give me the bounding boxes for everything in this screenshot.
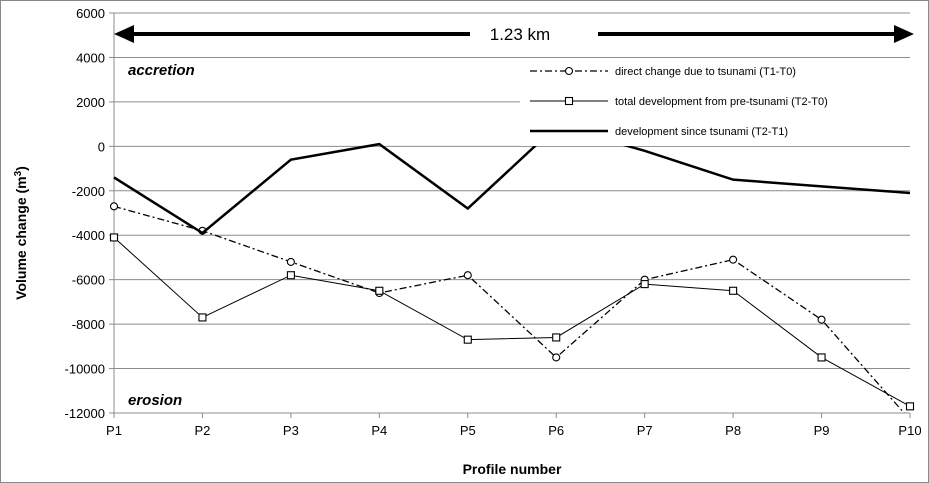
y-tick-label: 4000 <box>76 50 105 65</box>
data-point-square <box>375 286 384 295</box>
legend-label-since: development since tsunami (T2-T1) <box>615 126 788 138</box>
y-tick-label: -6000 <box>72 273 105 288</box>
distance-label: 1.23 km <box>490 25 550 44</box>
x-tick-label: P2 <box>194 423 210 438</box>
x-tick-label: P10 <box>898 423 921 438</box>
y-axis-title-end: ) <box>13 166 29 171</box>
data-point-square <box>817 353 826 362</box>
x-tick-label: P1 <box>106 423 122 438</box>
series-line-0 <box>113 205 905 413</box>
y-tick-label: 6000 <box>76 6 105 21</box>
y-tick-label: -8000 <box>72 317 105 332</box>
x-axis-title: Profile number <box>463 461 562 477</box>
y-axis-title-sup: 3 <box>13 170 24 176</box>
legend-item-total: total development from pre-tsunami (T2-T… <box>530 96 828 108</box>
data-point-circle <box>552 353 561 362</box>
x-tick-label: P8 <box>725 423 741 438</box>
erosion-label: erosion <box>128 392 182 409</box>
x-tick-label: P5 <box>460 423 476 438</box>
x-tick-label: P9 <box>814 423 830 438</box>
axis-layer: 6000 4000 2000 0 -2000 -4000 -6000 -8000 -10000 -… <box>65 6 922 438</box>
y-tick-label: 0 <box>98 139 105 154</box>
series-1 <box>109 233 915 411</box>
y-tick-label: -10000 <box>65 362 105 377</box>
grid-layer <box>114 12 910 414</box>
y-axis-title: Volume change (m3) <box>13 166 29 300</box>
data-point-square <box>640 280 649 289</box>
distance-arrowhead-right <box>894 25 914 43</box>
data-point-square <box>552 333 561 342</box>
distance-arrowhead-left <box>114 25 134 43</box>
legend-label-total: total development from pre-tsunami (T2-T… <box>615 96 828 108</box>
x-tick-label: P6 <box>548 423 564 438</box>
legend-marker-circle <box>564 66 574 76</box>
legend-marker-square <box>564 96 574 106</box>
y-axis-title-main: Volume change (m <box>13 176 29 299</box>
data-point-circle <box>729 255 738 264</box>
data-point-square <box>286 271 295 280</box>
legend-label-direct: direct change due to tsunami (T1-T0) <box>615 66 796 78</box>
data-point-square <box>463 335 472 344</box>
legend-item-direct: direct change due to tsunami (T1-T0) <box>530 66 796 78</box>
data-point-square <box>109 233 119 242</box>
series-line-2 <box>113 124 911 235</box>
data-point-square <box>729 286 738 295</box>
data-point-circle <box>109 202 119 211</box>
distance-annotation: 1.23 km <box>114 25 914 44</box>
data-point-circle <box>463 271 472 280</box>
data-point-circle <box>817 315 826 324</box>
data-point-circle <box>286 257 295 266</box>
y-tick-label: 2000 <box>76 95 105 110</box>
data-point-square <box>905 402 915 411</box>
y-tick-label: -2000 <box>72 184 105 199</box>
y-tick-label: -12000 <box>65 406 105 421</box>
series-2 <box>113 124 911 235</box>
data-point-square <box>198 313 207 322</box>
x-tick-label: P4 <box>371 423 387 438</box>
y-tick-label: -4000 <box>72 228 105 243</box>
accretion-label: accretion <box>128 62 195 79</box>
series-line-1 <box>113 237 911 407</box>
x-tick-label: P7 <box>637 423 653 438</box>
legend-item-since: development since tsunami (T2-T1) <box>530 126 788 138</box>
x-tick-label: P3 <box>283 423 299 438</box>
legend: direct change due to tsunami (T1-T0) tot… <box>520 58 918 146</box>
series-layer <box>109 124 915 413</box>
